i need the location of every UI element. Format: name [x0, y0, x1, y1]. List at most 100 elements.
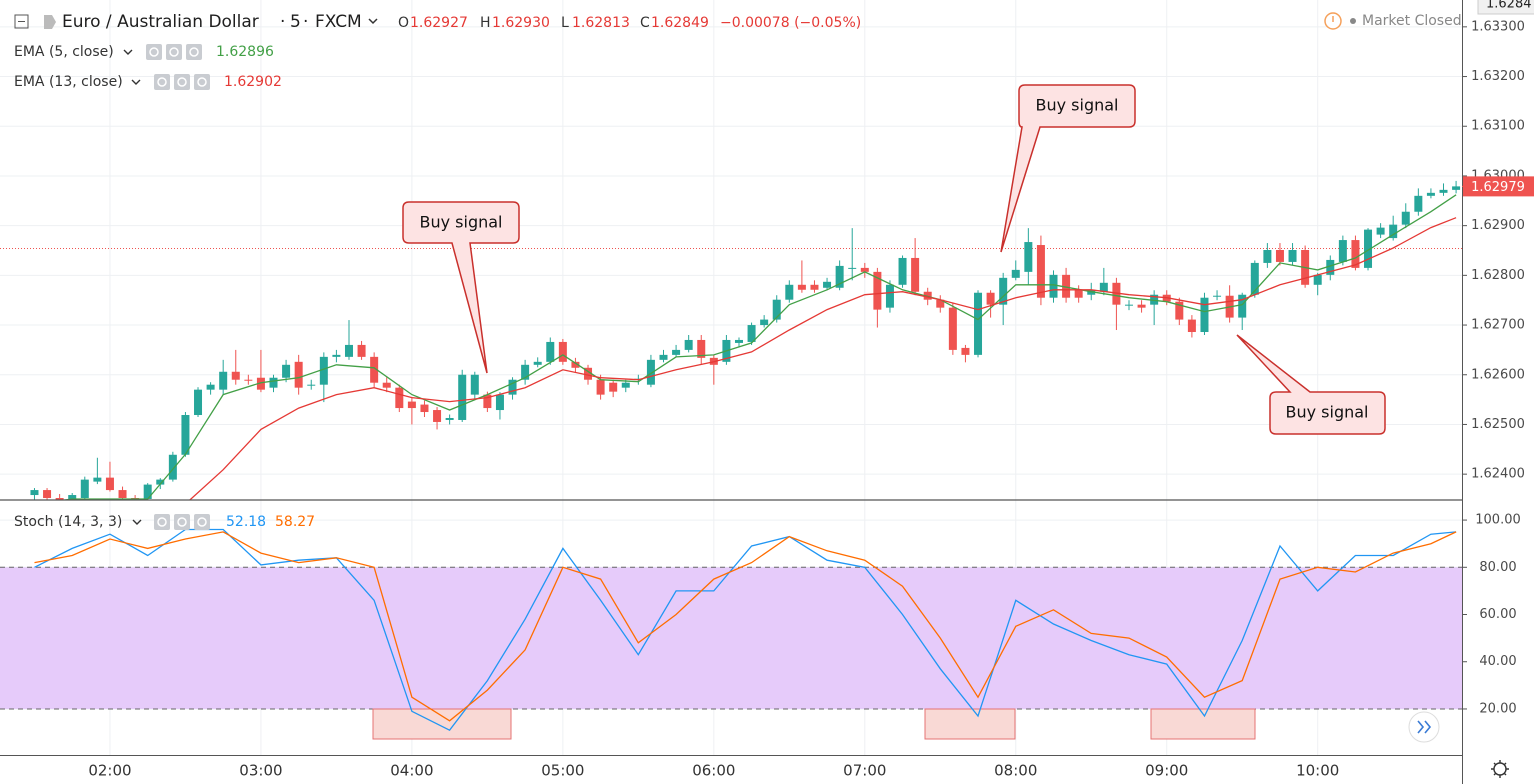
legend-icon — [197, 77, 207, 87]
candle-body — [646, 359, 655, 385]
candle-body — [584, 367, 593, 380]
legend-icon — [189, 47, 199, 57]
candle-body — [181, 415, 190, 455]
candle-body — [495, 394, 504, 411]
separator: · — [280, 12, 285, 32]
candle-body — [1213, 295, 1222, 297]
candle-body — [307, 384, 316, 386]
candle-body — [206, 384, 215, 390]
candle-body — [873, 271, 882, 310]
legend-icon[interactable] — [186, 44, 202, 60]
legend-name: Stoch (14, 3, 3) — [14, 514, 122, 530]
legend-icon — [149, 47, 159, 57]
candle-body — [797, 284, 806, 290]
candle-body — [508, 379, 517, 395]
candle-body — [420, 404, 429, 413]
legend-icon[interactable] — [154, 514, 170, 530]
y-tick-label: 1.63200 — [1471, 69, 1525, 84]
legend-icon — [157, 77, 167, 87]
candle-body — [194, 389, 203, 416]
candle-body — [961, 347, 970, 355]
candle-body — [1124, 304, 1133, 306]
candle-body — [269, 377, 278, 388]
ohlc-value: 1.62813 — [572, 15, 630, 31]
candle-body — [936, 299, 945, 308]
y-tick-label: 1.62400 — [1471, 467, 1525, 482]
status-dot — [1350, 18, 1356, 24]
candle-body — [948, 307, 957, 350]
candle-body — [558, 341, 567, 362]
legend-name: EMA (5, close) — [14, 44, 114, 60]
legend-icon[interactable] — [154, 74, 170, 90]
stoch-pane — [0, 500, 1462, 755]
candle-body — [483, 394, 492, 409]
candle-body — [1263, 250, 1272, 263]
scroll-icon — [1417, 720, 1432, 734]
x-tick-label: 09:00 — [1145, 762, 1188, 780]
legend-icon[interactable] — [166, 44, 182, 60]
candle-body — [823, 281, 832, 288]
candle-body — [697, 339, 706, 358]
callout — [1000, 84, 1136, 253]
crosshair-box — [1477, 0, 1534, 15]
market-status: Market Closed — [1362, 13, 1462, 29]
candle-body — [68, 495, 77, 500]
candle-body — [55, 498, 64, 500]
candle-body — [860, 267, 869, 272]
candle-body — [1389, 224, 1398, 239]
series-line — [34, 531, 1457, 722]
candle-body — [546, 341, 555, 362]
y-tick-label: 1.62600 — [1471, 367, 1525, 382]
settings-icon — [1491, 760, 1509, 778]
band — [0, 567, 1462, 709]
y-tick-label: 80.00 — [1479, 560, 1516, 575]
x-tick-label: 05:00 — [541, 762, 584, 780]
candle-body — [923, 291, 932, 300]
candle-body — [1250, 262, 1259, 295]
candle-body — [294, 361, 303, 388]
candle-body — [1150, 294, 1159, 305]
dropdown-icon[interactable] — [368, 18, 378, 25]
candle-body — [621, 382, 630, 388]
candle-body — [684, 339, 693, 350]
legend-icon[interactable] — [146, 44, 162, 60]
candle-body — [986, 292, 995, 305]
candle-body — [1112, 282, 1121, 305]
y-tick-label: 1.62900 — [1471, 218, 1525, 233]
series-line — [59, 194, 1457, 500]
price-pane — [0, 0, 1462, 500]
legend-icon[interactable] — [174, 514, 190, 530]
candle-body — [80, 479, 89, 499]
collapse-icon[interactable] — [14, 14, 29, 29]
candle-body — [1049, 274, 1058, 298]
legend-value: 58.27 — [275, 514, 315, 530]
candle-body — [30, 490, 39, 496]
interval: 5 — [290, 12, 301, 32]
legend-icon[interactable] — [174, 74, 190, 90]
legend-icon — [177, 517, 187, 527]
candle-body — [332, 354, 341, 357]
candle-body — [1036, 245, 1045, 298]
legend-icon[interactable] — [194, 74, 210, 90]
y-tick-label: 1.63100 — [1471, 119, 1525, 134]
candle-body — [1275, 250, 1284, 262]
legend-icon[interactable] — [194, 514, 210, 530]
legend-dropdown — [123, 49, 133, 55]
candle-body — [1137, 304, 1146, 308]
callout — [402, 201, 520, 374]
crosshair-label: 1.6284 — [1486, 0, 1532, 12]
callout — [1236, 334, 1386, 435]
candle-body — [999, 277, 1008, 305]
candle-body — [1200, 297, 1209, 333]
candle-body — [244, 379, 253, 381]
candle-body — [734, 339, 743, 343]
change: −0.00078 (−0.05%) — [720, 15, 861, 31]
legend-icon — [157, 517, 167, 527]
candle-body — [105, 477, 114, 491]
candle-body — [835, 265, 844, 288]
candle-body — [1401, 211, 1410, 225]
candle-body — [533, 361, 542, 365]
ohlc-label: C — [640, 15, 650, 31]
